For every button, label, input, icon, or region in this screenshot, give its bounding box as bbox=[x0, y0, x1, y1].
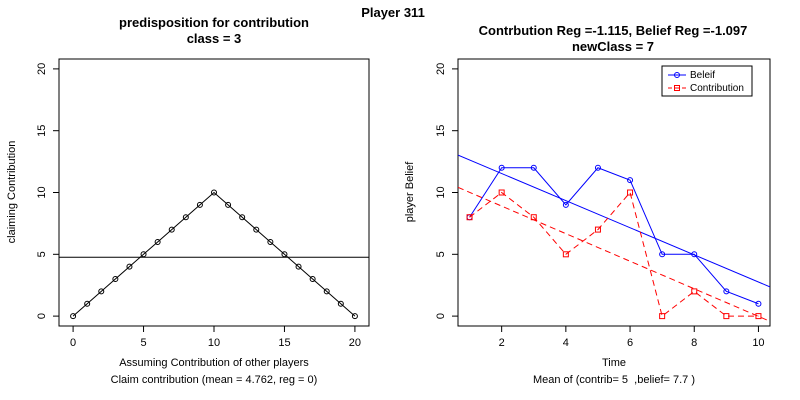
left-series-point bbox=[239, 214, 246, 221]
right-beleif-regression-line bbox=[458, 154, 770, 288]
left-series-line bbox=[72, 191, 356, 317]
left-x-axis-sublabel: Claim contribution (mean = 4.762, reg = … bbox=[111, 374, 318, 386]
right-y-tick-label: 15 bbox=[435, 125, 447, 137]
left-x-tick-label: 0 bbox=[70, 337, 76, 349]
right-contribution-point bbox=[723, 313, 730, 320]
left-series-point bbox=[225, 201, 232, 208]
left-x-tick-label: 5 bbox=[140, 337, 146, 349]
right-contribution-point bbox=[691, 288, 698, 295]
right-panel: Contrbution Reg =-1.115, Belief Reg =-1.… bbox=[404, 23, 771, 386]
left-plot-marks bbox=[59, 189, 369, 320]
right-x-tick-label: 10 bbox=[752, 337, 764, 349]
right-contribution-point bbox=[498, 189, 505, 196]
left-panel: predisposition for contribution class = … bbox=[6, 15, 370, 386]
right-contribution-regression-line bbox=[458, 186, 770, 322]
left-y-tick-label: 15 bbox=[36, 125, 48, 137]
right-contribution-point bbox=[755, 313, 762, 320]
right-contribution-line bbox=[469, 191, 759, 317]
right-x-tick-label: 8 bbox=[691, 337, 697, 349]
right-beleif-point bbox=[627, 177, 634, 184]
left-x-tick-label: 20 bbox=[349, 337, 361, 349]
left-series-point bbox=[140, 251, 147, 258]
left-axis-ticks: 0 5 10 15 20 0 5 10 15 20 bbox=[36, 63, 361, 349]
right-chart-subtitle: newClass = 7 bbox=[572, 39, 654, 54]
left-series-point bbox=[154, 238, 161, 245]
right-contribution-point bbox=[659, 313, 666, 320]
figure-title: Player 311 bbox=[361, 5, 425, 20]
left-y-tick-label: 0 bbox=[36, 313, 48, 319]
right-axis-ticks: 2 4 6 8 10 0 5 10 15 20 bbox=[435, 63, 765, 349]
right-beleif-point bbox=[498, 164, 505, 171]
right-x-tick-label: 6 bbox=[627, 337, 633, 349]
left-x-axis-label: Assuming Contribution of other players bbox=[119, 357, 309, 369]
right-beleif-line bbox=[469, 167, 759, 305]
right-y-axis-label: player Belief bbox=[404, 161, 416, 222]
right-y-tick-label: 0 bbox=[435, 313, 447, 319]
left-series-point bbox=[351, 313, 358, 320]
left-series-point bbox=[98, 288, 105, 295]
legend-label-contribution: Contribution bbox=[690, 83, 744, 94]
left-x-tick-label: 10 bbox=[208, 337, 220, 349]
legend-label-belief: Beleif bbox=[690, 70, 715, 81]
left-series-point bbox=[337, 300, 344, 307]
right-contribution-point bbox=[594, 226, 601, 233]
left-y-axis-label: claiming Contribution bbox=[6, 141, 18, 244]
left-chart-subtitle: class = 3 bbox=[187, 31, 242, 46]
left-series-point bbox=[70, 313, 77, 320]
right-x-tick-label: 4 bbox=[563, 337, 569, 349]
right-beleif-point bbox=[691, 251, 698, 258]
left-series-point bbox=[281, 251, 288, 258]
left-series-point bbox=[323, 288, 330, 295]
left-series-point bbox=[295, 263, 302, 270]
left-series-point bbox=[253, 226, 260, 233]
left-series-point bbox=[182, 214, 189, 221]
right-plot-marks bbox=[458, 154, 770, 322]
right-contribution-point bbox=[562, 251, 569, 258]
right-chart-title: Contrbution Reg =-1.115, Belief Reg =-1.… bbox=[479, 23, 748, 38]
right-y-tick-label: 5 bbox=[435, 251, 447, 257]
right-x-tick-label: 2 bbox=[499, 337, 505, 349]
right-beleif-point bbox=[594, 164, 601, 171]
right-beleif-point bbox=[723, 288, 730, 295]
right-contribution-point bbox=[466, 214, 473, 221]
left-series-point bbox=[309, 276, 316, 283]
right-y-tick-label: 10 bbox=[435, 186, 447, 198]
left-y-tick-label: 5 bbox=[36, 251, 48, 257]
left-series-point bbox=[112, 276, 119, 283]
left-series-point bbox=[168, 226, 175, 233]
legend-marker-belief bbox=[674, 72, 680, 78]
left-chart-title: predisposition for contribution bbox=[119, 15, 309, 30]
left-series-point bbox=[211, 189, 217, 196]
left-y-tick-label: 20 bbox=[36, 63, 48, 75]
right-x-axis-sublabel: Mean of (contrib= 5 ,belief= 7.7 ) bbox=[533, 374, 695, 386]
right-beleif-point bbox=[562, 201, 569, 208]
right-contribution-point bbox=[530, 214, 537, 221]
left-series-point bbox=[196, 201, 203, 208]
legend-marker-contribution bbox=[674, 85, 680, 91]
right-y-tick-label: 20 bbox=[435, 63, 447, 75]
left-series-point bbox=[84, 300, 91, 307]
right-beleif-point bbox=[530, 164, 537, 171]
left-y-tick-label: 10 bbox=[36, 186, 48, 198]
right-beleif-point bbox=[755, 300, 762, 307]
right-plot-frame bbox=[457, 58, 771, 327]
right-beleif-point bbox=[659, 251, 666, 258]
left-series-point bbox=[267, 238, 274, 245]
left-x-tick-label: 15 bbox=[278, 337, 290, 349]
right-contribution-point bbox=[627, 189, 634, 196]
right-x-axis-label: Time bbox=[602, 357, 626, 369]
left-series-point bbox=[126, 263, 133, 270]
legend: Beleif Contribution bbox=[661, 65, 753, 97]
